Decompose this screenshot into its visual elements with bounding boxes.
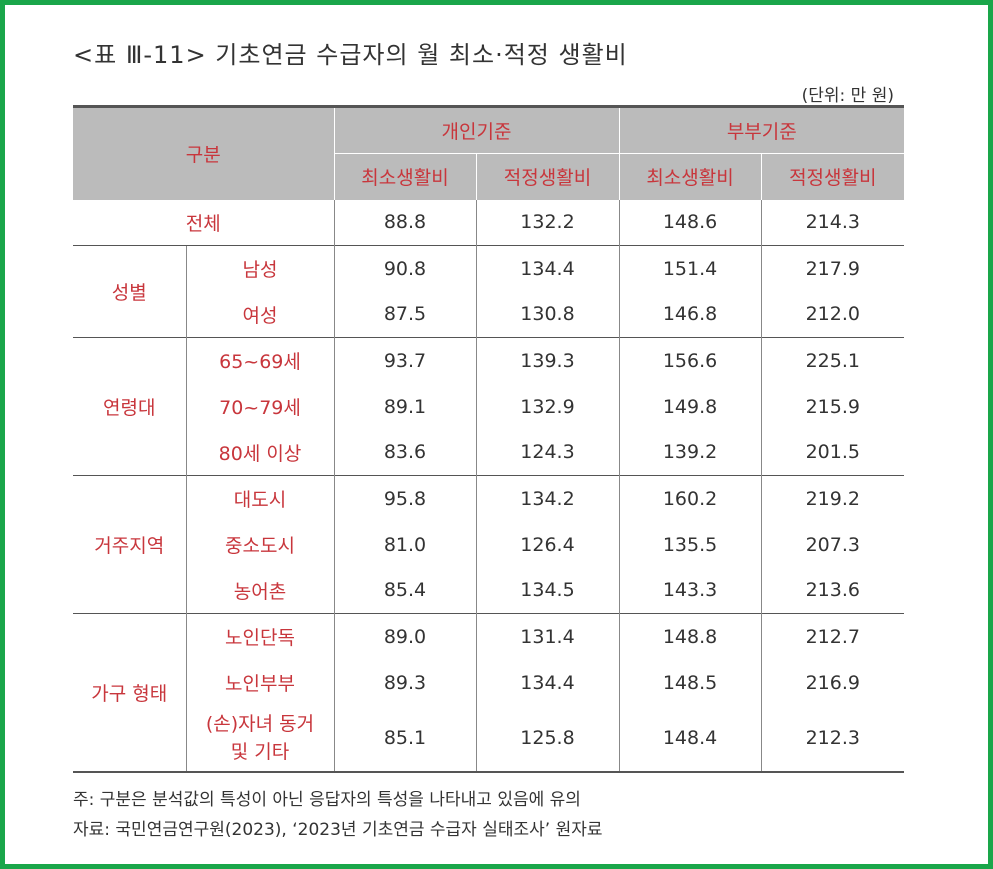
group-label: 연령대 <box>73 337 186 476</box>
value-cell: 139.3 <box>475 337 620 384</box>
header-couple-adequate: 적정생활비 <box>760 153 905 200</box>
table-row: 연령대 65~69세 93.7 139.3 156.6 225.1 <box>73 337 905 476</box>
value-cell: 148.6 <box>618 199 762 246</box>
table-row: 여성 87.5 130.8 146.8 212.0 <box>73 291 905 338</box>
group-label: 가구 형태 <box>73 613 186 773</box>
value-cell: 156.6 <box>618 337 762 384</box>
value-cell: 215.9 <box>760 383 905 430</box>
value-cell: 139.2 <box>618 429 762 476</box>
row-label: 노인단독 <box>185 613 334 660</box>
value-cell: 126.4 <box>475 521 620 568</box>
value-cell: 148.8 <box>618 613 762 660</box>
value-cell: 135.5 <box>618 521 762 568</box>
value-cell: 134.2 <box>475 475 620 522</box>
value-cell: 124.3 <box>475 429 620 476</box>
value-cell: 212.0 <box>760 291 905 338</box>
row-label-total: 전체 <box>185 212 221 235</box>
table-row: 노인부부 89.3 134.4 148.5 216.9 <box>73 659 905 706</box>
table-row: 가구 형태 노인단독 89.0 131.4 148.8 212.7 <box>73 613 905 773</box>
row-label: 농어촌 <box>185 567 334 614</box>
value-cell: 214.3 <box>760 199 905 246</box>
value-cell: 90.8 <box>333 245 476 292</box>
header-category: 구분 <box>73 106 334 200</box>
table-body: 전체 88.8 132.2 148.6 214.3 성별 남성 90.8 134.4 151.4 2… <box>73 199 905 773</box>
row-label: 노인부부 <box>185 659 334 706</box>
row-label: 65~69세 <box>185 337 334 384</box>
row-label: 70~79세 <box>185 383 334 430</box>
value-cell: 213.6 <box>760 567 905 614</box>
table-row: 거주지역 대도시 95.8 134.2 160.2 219.2 <box>73 475 905 614</box>
value-cell: 81.0 <box>333 521 476 568</box>
table-row: 80세 이상 83.6 124.3 139.2 201.5 <box>73 429 905 476</box>
value-cell: 219.2 <box>760 475 905 522</box>
value-cell: 148.5 <box>618 659 762 706</box>
group-label: 성별 <box>73 245 186 338</box>
row-label: (손)자녀 동거 및 기타 <box>185 705 334 773</box>
header-individual: 개인기준 <box>333 106 620 154</box>
value-cell: 148.4 <box>618 705 762 773</box>
header-couple: 부부기준 <box>618 106 905 154</box>
value-cell: 93.7 <box>333 337 476 384</box>
value-cell: 216.9 <box>760 659 905 706</box>
value-cell: 130.8 <box>475 291 620 338</box>
source-text: 자료: 국민연금연구원(2023), ‘2023년 기초연금 수급자 실태조사’… <box>73 820 603 840</box>
table-row: 전체 88.8 132.2 148.6 214.3 <box>73 199 905 246</box>
row-label: 여성 <box>185 291 334 338</box>
value-cell: 134.4 <box>475 245 620 292</box>
value-cell: 88.8 <box>333 199 476 246</box>
value-cell: 89.3 <box>333 659 476 706</box>
value-cell: 85.4 <box>333 567 476 614</box>
value-cell: 160.2 <box>618 475 762 522</box>
header-individual-adequate: 적정생활비 <box>475 153 620 200</box>
row-label: 중소도시 <box>185 521 334 568</box>
value-cell: 146.8 <box>618 291 762 338</box>
data-table: 구분 개인기준 부부기준 최소생활비 적정생활비 최소생활비 적정생활비 전체 8… <box>73 105 905 773</box>
value-cell: 131.4 <box>475 613 620 660</box>
table-row: 성별 남성 90.8 134.4 151.4 217.9 <box>73 245 905 338</box>
header-couple-min: 최소생활비 <box>618 153 762 200</box>
row-label: 대도시 <box>185 475 334 522</box>
table-row: 70~79세 89.1 132.9 149.8 215.9 <box>73 383 905 430</box>
value-cell: 212.3 <box>760 705 905 773</box>
value-cell: 151.4 <box>618 245 762 292</box>
group-label: 거주지역 <box>73 475 186 614</box>
row-label: 80세 이상 <box>185 429 334 476</box>
value-cell: 134.5 <box>475 567 620 614</box>
value-cell: 149.8 <box>618 383 762 430</box>
unit-label: (단위: 만 원) <box>801 86 894 106</box>
value-cell: 125.8 <box>475 705 620 773</box>
value-cell: 87.5 <box>333 291 476 338</box>
header-individual-min: 최소생활비 <box>333 153 476 200</box>
value-cell: 143.3 <box>618 567 762 614</box>
table-title: <표 Ⅲ-11> 기초연금 수급자의 월 최소·적정 생활비 <box>73 41 628 69</box>
value-cell: 95.8 <box>333 475 476 522</box>
table-row: 농어촌 85.4 134.5 143.3 213.6 <box>73 567 905 614</box>
value-cell: 217.9 <box>760 245 905 292</box>
note-text: 주: 구분은 분석값의 특성이 아닌 응답자의 특성을 나타내고 있음에 유의 <box>73 790 581 810</box>
value-cell: 89.1 <box>333 383 476 430</box>
value-cell: 89.0 <box>333 613 476 660</box>
table-row: (손)자녀 동거 및 기타 85.1 125.8 148.4 212.3 <box>73 705 905 773</box>
value-cell: 134.4 <box>475 659 620 706</box>
value-cell: 85.1 <box>333 705 476 773</box>
table-row: 중소도시 81.0 126.4 135.5 207.3 <box>73 521 905 568</box>
row-label: 남성 <box>185 245 334 292</box>
value-cell: 132.9 <box>475 383 620 430</box>
value-cell: 212.7 <box>760 613 905 660</box>
value-cell: 132.2 <box>475 199 620 246</box>
value-cell: 207.3 <box>760 521 905 568</box>
value-cell: 201.5 <box>760 429 905 476</box>
notes: 주: 구분은 분석값의 특성이 아닌 응답자의 특성을 나타내고 있음에 유의 … <box>73 785 603 845</box>
value-cell: 83.6 <box>333 429 476 476</box>
value-cell: 225.1 <box>760 337 905 384</box>
